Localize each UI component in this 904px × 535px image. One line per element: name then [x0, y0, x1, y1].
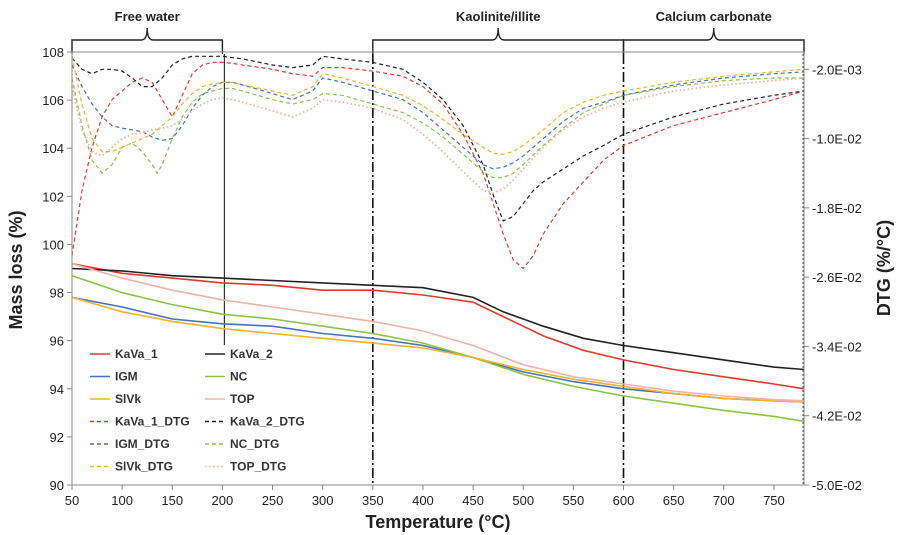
region-brackets: Free water Kaolinite/illite Calcium carbon…: [71, 9, 805, 485]
legend-entry-label: IGM_DTG: [115, 437, 170, 451]
x-tick-label: 200: [212, 493, 234, 508]
y2-tick-label: -2.6E-02: [812, 270, 862, 285]
region-label: Kaolinite/illite: [456, 9, 541, 24]
legend-entry-label: NC_DTG: [230, 437, 279, 451]
region-bracket: [372, 27, 625, 54]
x-tick-label: 650: [663, 493, 685, 508]
y2-tick-label: -1.8E-02: [812, 201, 862, 216]
series-line-kava-2: [71, 267, 805, 371]
legend-entry-label: TOP: [230, 392, 254, 406]
legend-entry-label: IGM: [115, 370, 138, 384]
axes-group: 50 100 150 200 250 300 350 400 450 500 550 600 650 70…: [42, 45, 862, 508]
y-tick-label: 102: [42, 189, 64, 204]
y-tick-label: 94: [50, 382, 64, 397]
y2-tick-label: -4.2E-02: [812, 409, 862, 424]
y-tick-label: 90: [50, 478, 64, 493]
y-tick-label: 104: [42, 141, 64, 156]
x-tick-label: 500: [512, 493, 534, 508]
y-tick-label: 92: [50, 430, 64, 445]
y2-axis-title: DTG (%/°C): [874, 220, 894, 316]
x-tick-label: 250: [262, 493, 284, 508]
x-tick-label: 400: [412, 493, 434, 508]
region-bracket: [71, 27, 224, 54]
series-line-slvk: [71, 296, 805, 403]
region-bracket: [622, 27, 805, 54]
legend-entry-label: KaVa_1_DTG: [115, 415, 190, 429]
x-tick-label: 50: [65, 493, 79, 508]
series-line-kava-2-dtg: [71, 55, 805, 222]
series-line-kava-1: [71, 262, 805, 390]
y2-tick-label: -1.0E-02: [812, 132, 862, 147]
x-tick-label: 550: [563, 493, 585, 508]
x-tick-label: 700: [713, 493, 735, 508]
x-tick-label: 450: [462, 493, 484, 508]
region-label: Free water: [115, 9, 180, 24]
y-axis-title: Mass loss (%): [6, 210, 26, 329]
series-line-igm-dtg: [71, 64, 805, 170]
x-tick-label: 300: [312, 493, 334, 508]
x-tick-label: 600: [613, 493, 635, 508]
legend-entry-label: SlVk_DTG: [115, 460, 173, 474]
legend-entry-label: KaVa_2: [230, 347, 273, 361]
y-tick-label: 98: [50, 286, 64, 301]
x-tick-label: 150: [161, 493, 183, 508]
y-tick-label: 108: [42, 45, 64, 60]
legend-entry-label: KaVa_1: [115, 347, 158, 361]
y2-tick-label: -2.0E-03: [812, 62, 862, 77]
legend-entry-label: SlVk: [115, 392, 141, 406]
y-tick-label: 96: [50, 334, 64, 349]
y2-tick-label: -5.0E-02: [812, 478, 862, 493]
series-line-top: [71, 262, 805, 402]
series-line-kava-1-dtg: [71, 61, 805, 270]
y-tick-label: 106: [42, 93, 64, 108]
legend: KaVa_1 KaVa_2 IGM NC SlVk TOP KaVa_1_DTG KaVa_2…: [90, 347, 305, 474]
legend-entry-label: KaVa_2_DTG: [230, 415, 305, 429]
y-tick-label: 100: [42, 237, 64, 252]
x-tick-label: 100: [111, 493, 133, 508]
x-tick-label: 750: [763, 493, 785, 508]
legend-entry-label: NC: [230, 370, 248, 384]
y2-tick-label: -3.4E-02: [812, 339, 862, 354]
x-tick-label: 350: [362, 493, 384, 508]
region-label: Calcium carbonate: [656, 9, 772, 24]
series-line-slvk-dtg: [71, 56, 805, 155]
x-axis-title: Temperature (°C): [366, 512, 511, 532]
legend-entry-label: TOP_DTG: [230, 460, 286, 474]
series-line-nc: [71, 274, 805, 423]
series-line-top-dtg: [71, 77, 805, 195]
series-group: [71, 55, 805, 423]
